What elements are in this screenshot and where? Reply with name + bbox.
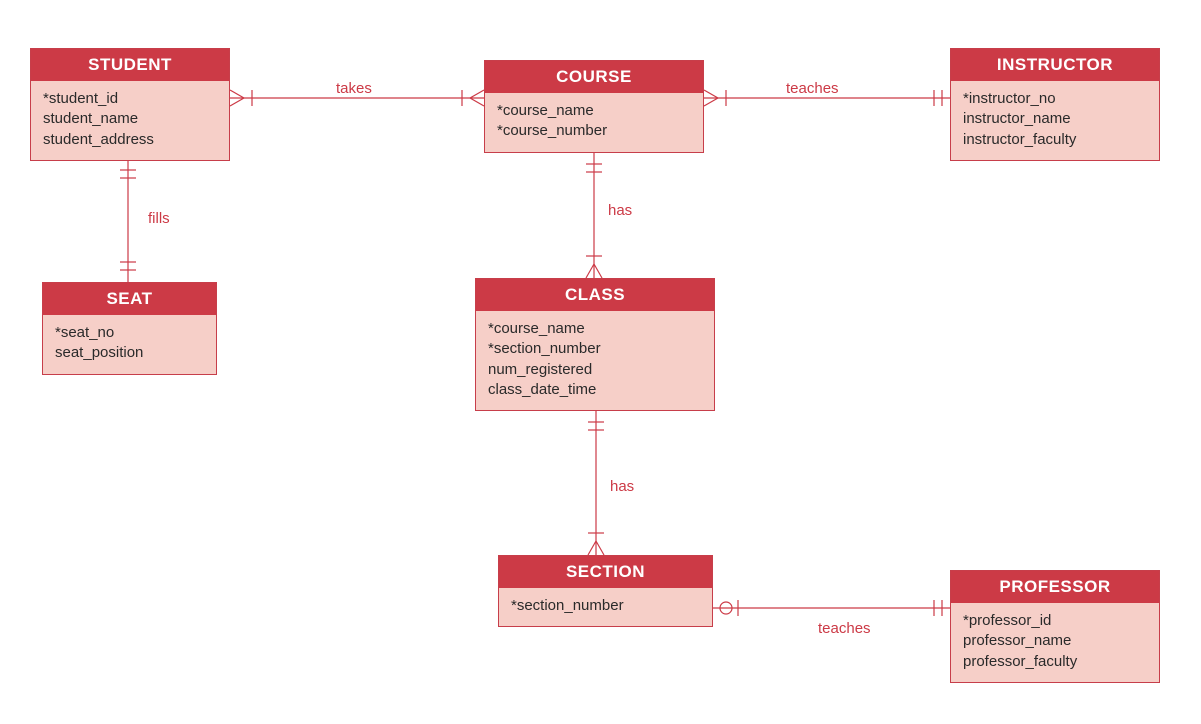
entity-professor-title: PROFESSOR (951, 571, 1159, 603)
attr: *instructor_no (963, 89, 1147, 109)
edge-has-course-class (586, 152, 602, 278)
label-teaches-professor: teaches (818, 620, 871, 637)
attr: instructor_faculty (963, 130, 1147, 150)
entity-seat-title: SEAT (43, 283, 216, 315)
label-has-course-class: has (608, 202, 632, 219)
entity-class: CLASS *course_name *section_number num_r… (475, 278, 715, 411)
attr: *student_id (43, 89, 217, 109)
attr: *course_name (497, 101, 691, 121)
entity-seat: SEAT *seat_no seat_position (42, 282, 217, 375)
attr: class_date_time (488, 380, 702, 400)
entity-section: SECTION *section_number (498, 555, 713, 627)
attr: *section_number (511, 596, 700, 616)
attr: *section_number (488, 339, 702, 359)
edge-fills (120, 158, 136, 282)
entity-instructor: INSTRUCTOR *instructor_no instructor_nam… (950, 48, 1160, 161)
entity-student-body: *student_id student_name student_address (31, 81, 229, 160)
attr: *professor_id (963, 611, 1147, 631)
edge-has-class-section (588, 410, 604, 555)
entity-class-title: CLASS (476, 279, 714, 311)
entity-course: COURSE *course_name *course_number (484, 60, 704, 153)
label-fills: fills (148, 210, 170, 227)
label-teaches-instructor: teaches (786, 80, 839, 97)
entity-section-title: SECTION (499, 556, 712, 588)
attr: *seat_no (55, 323, 204, 343)
entity-student-title: STUDENT (31, 49, 229, 81)
label-takes: takes (336, 80, 372, 97)
edge-teaches-professor (713, 600, 950, 616)
entity-course-title: COURSE (485, 61, 703, 93)
entity-section-body: *section_number (499, 588, 712, 626)
entity-student: STUDENT *student_id student_name student… (30, 48, 230, 161)
label-has-class-section: has (610, 478, 634, 495)
entity-professor-body: *professor_id professor_name professor_f… (951, 603, 1159, 682)
entity-instructor-body: *instructor_no instructor_name instructo… (951, 81, 1159, 160)
attr: professor_faculty (963, 652, 1147, 672)
attr: professor_name (963, 631, 1147, 651)
entity-professor: PROFESSOR *professor_id professor_name p… (950, 570, 1160, 683)
attr: student_address (43, 130, 217, 150)
attr: seat_position (55, 343, 204, 363)
attr: instructor_name (963, 109, 1147, 129)
entity-seat-body: *seat_no seat_position (43, 315, 216, 374)
entity-instructor-title: INSTRUCTOR (951, 49, 1159, 81)
attr: num_registered (488, 360, 702, 380)
attr: student_name (43, 109, 217, 129)
attr: *course_number (497, 121, 691, 141)
entity-course-body: *course_name *course_number (485, 93, 703, 152)
entity-class-body: *course_name *section_number num_registe… (476, 311, 714, 410)
attr: *course_name (488, 319, 702, 339)
